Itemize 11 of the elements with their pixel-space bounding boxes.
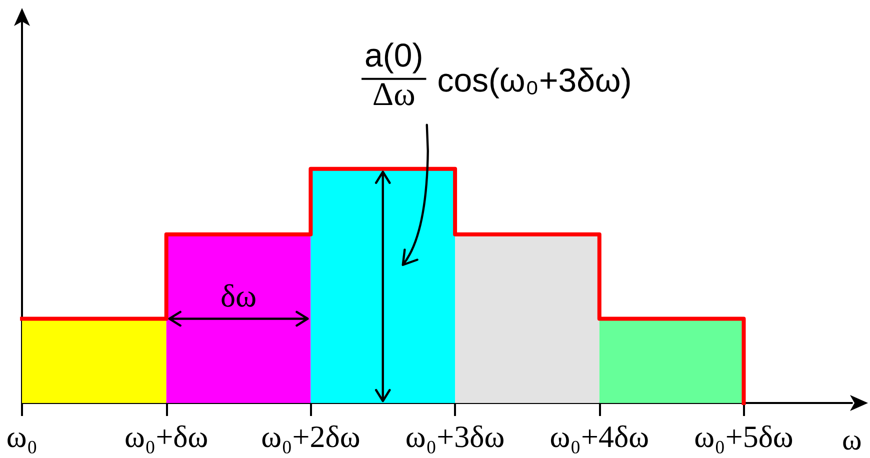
text: a(0) xyxy=(364,36,424,74)
x-tick-label: ω₀+2δω xyxy=(261,419,360,454)
x-axis-title: ω xyxy=(842,424,862,456)
x-tick-label: ω₀+3δω xyxy=(405,419,505,454)
x-tick-label: ω₀+δω xyxy=(124,419,208,454)
annotation: δω xyxy=(220,278,257,314)
x-tick-label: ω₀+5δω xyxy=(694,419,794,454)
x-tick-label: ω₀ xyxy=(6,419,38,454)
text: cos(ω₀+3δω) xyxy=(437,61,632,98)
text: Δω xyxy=(372,76,416,113)
x-tick-label: ω₀+4δω xyxy=(550,419,649,454)
